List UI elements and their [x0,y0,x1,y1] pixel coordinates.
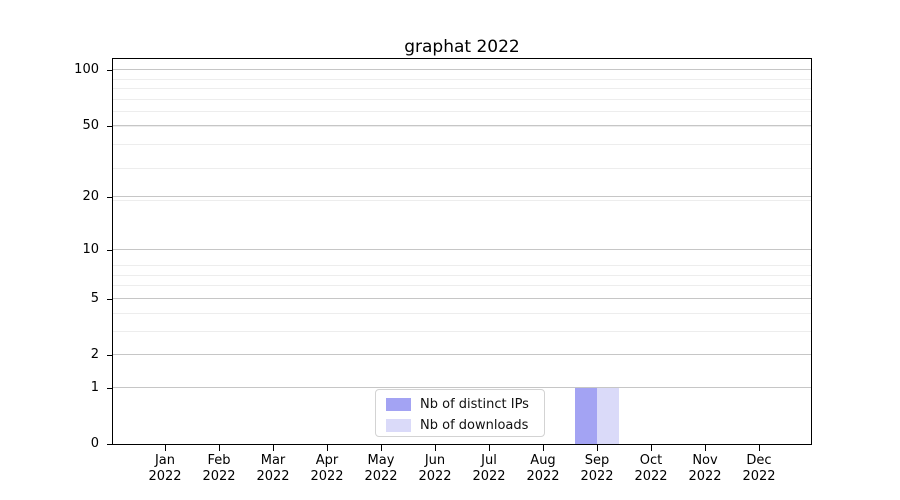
x-tick-label-month: May [367,453,395,468]
major-gridline [113,387,811,388]
x-tick-label-year: 2022 [148,469,182,484]
x-tick [489,445,490,451]
y-tick [107,70,113,71]
y-tick-label: 2 [90,347,99,362]
major-gridline [113,69,811,70]
minor-gridline [113,265,811,266]
x-tick [543,445,544,451]
major-gridline [113,196,811,197]
minor-gridline [113,111,811,112]
x-tick-label: Feb 2022 [184,453,254,485]
x-tick-label: May 2022 [346,453,416,485]
minor-gridline [113,144,811,145]
plot-area: Nb of distinct IPs Nb of downloads [112,58,812,445]
y-tick-label: 50 [82,118,99,133]
x-tick-label-month: Jul [481,453,497,468]
x-tick-label-year: 2022 [202,469,236,484]
x-tick-label-month: Dec [746,453,772,468]
x-tick-label: Sep 2022 [562,453,632,485]
x-tick [165,445,166,451]
x-tick-label-year: 2022 [364,469,398,484]
y-tick-label: 10 [82,242,99,257]
bar-distinct-ips [575,388,597,444]
x-tick-label: Nov 2022 [670,453,740,485]
x-tick-label: Aug 2022 [508,453,578,485]
y-tick-label: 100 [74,62,99,77]
x-tick-label-month: Aug [530,453,556,468]
x-tick-label-month: Apr [315,453,339,468]
x-tick-label-month: Mar [260,453,286,468]
x-tick-label-month: Feb [207,453,231,468]
y-tick [107,388,113,389]
y-tick-label: 5 [90,291,99,306]
legend-item-downloads: Nb of downloads [386,415,544,436]
x-tick [219,445,220,451]
y-tick [107,197,113,198]
x-tick [759,445,760,451]
x-tick-label: Jul 2022 [454,453,524,485]
legend-swatch-distinct-ips [386,398,411,411]
chart-title: graphat 2022 [404,37,520,57]
minor-gridline [113,126,811,127]
x-tick [381,445,382,451]
minor-gridline [113,99,811,100]
x-tick-label-year: 2022 [634,469,668,484]
x-tick [651,445,652,451]
y-tick [107,355,113,356]
minor-gridline [113,275,811,276]
x-tick-label: Jun 2022 [400,453,470,485]
minor-gridline [113,200,811,201]
x-tick [597,445,598,451]
legend-label-distinct-ips: Nb of distinct IPs [420,397,529,412]
y-tick-label: 0 [90,436,99,451]
minor-gridline [113,331,811,332]
major-gridline [113,125,811,126]
legend-label-downloads: Nb of downloads [420,418,529,433]
minor-gridline [113,79,811,80]
x-tick-label-month: Sep [584,453,610,468]
bar-downloads [597,388,619,444]
x-tick-label-year: 2022 [688,469,722,484]
x-tick-label: Oct 2022 [616,453,686,485]
y-tick [107,444,113,445]
y-tick-label: 1 [90,380,99,395]
x-tick [705,445,706,451]
y-tick [107,250,113,251]
x-tick-label-year: 2022 [580,469,614,484]
x-tick-label-month: Jun [424,453,446,468]
x-tick-label-year: 2022 [526,469,560,484]
x-tick-label-year: 2022 [310,469,344,484]
x-tick-label: Dec 2022 [724,453,794,485]
x-tick-label-year: 2022 [256,469,290,484]
legend-item-distinct-ips: Nb of distinct IPs [386,394,544,415]
x-tick [327,445,328,451]
major-gridline [113,298,811,299]
x-tick-label-month: Jan [154,453,176,468]
minor-gridline [113,313,811,314]
x-tick-label-year: 2022 [742,469,776,484]
x-tick-label: Apr 2022 [292,453,362,485]
x-tick-label-year: 2022 [418,469,452,484]
y-tick [107,126,113,127]
x-tick-label-month: Nov [692,453,718,468]
y-tick-label: 20 [82,189,99,204]
y-tick [107,299,113,300]
x-tick-label: Jan 2022 [130,453,200,485]
x-tick [273,445,274,451]
major-gridline [113,249,811,250]
minor-gridline [113,88,811,89]
x-tick-label: Mar 2022 [238,453,308,485]
legend: Nb of distinct IPs Nb of downloads [375,389,545,437]
x-tick [435,445,436,451]
legend-swatch-downloads [386,419,411,432]
x-tick-label-month: Oct [639,453,663,468]
minor-gridline [113,285,811,286]
x-tick-label-year: 2022 [472,469,506,484]
major-gridline [113,354,811,355]
minor-gridline [113,168,811,169]
